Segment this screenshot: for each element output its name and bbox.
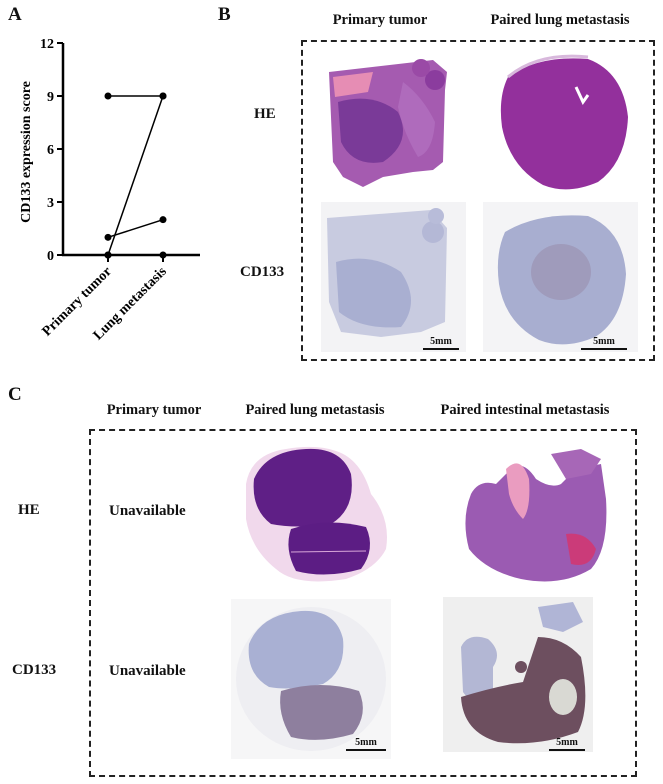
panel-c-col-lung: Paired lung metastasis (245, 402, 385, 418)
cd133-lung-metastasis-image (231, 599, 391, 759)
cd133-primary-unavailable: Unavailable (109, 663, 186, 679)
panel-b-scalebar-1: 5mm (423, 336, 459, 350)
cd133-lung-metastasis-image (483, 202, 638, 352)
scale-label: 5mm (593, 336, 615, 347)
panel-b-col-lung: Paired lung metastasis (490, 12, 630, 28)
panel-c-letter: C (8, 384, 22, 405)
he-primary-tumor-image (329, 59, 447, 187)
he-intestinal-metastasis-image (465, 449, 607, 582)
scale-label: 5mm (430, 336, 452, 347)
paired-lines (104, 92, 167, 259)
svg-text:12: 12 (40, 37, 54, 52)
cd133-intestinal-metastasis-image (443, 597, 593, 752)
panel-c-col-primary: Primary tumor (106, 402, 202, 418)
panel-a-chart: CD133 expression score 0 3 6 9 12 Primary tu… (19, 37, 200, 343)
panel-b-row-cd133: CD133 (240, 264, 285, 280)
panel-c-row-he: HE (18, 502, 40, 518)
panel-b-frame: 5mm 5mm (301, 40, 655, 361)
svg-text:0: 0 (47, 249, 54, 264)
panel-c-row-cd133: CD133 (12, 662, 57, 678)
panel-b-letter: B (218, 4, 231, 25)
y-axis-ticks: 0 3 6 9 12 (40, 37, 63, 264)
svg-text:6: 6 (47, 143, 54, 158)
panel-c-scalebar-1: 5mm (346, 737, 386, 751)
he-lung-metastasis-image (246, 446, 387, 582)
scale-label: 5mm (556, 737, 578, 748)
panel-c-scalebar-2: 5mm (549, 737, 585, 751)
cd133-primary-tumor-image (321, 202, 466, 352)
scale-label: 5mm (355, 737, 377, 748)
panel-c-frame: Unavailable Unavailable 5mm 5mm (89, 429, 637, 777)
panel-a-letter: A (8, 4, 22, 25)
he-primary-unavailable: Unavailable (109, 503, 186, 519)
panel-b-col-primary: Primary tumor (332, 12, 428, 28)
panel-b-row-he: HE (254, 106, 276, 122)
y-axis-label: CD133 expression score (19, 81, 34, 223)
panel-b-scalebar-2: 5mm (581, 336, 627, 350)
svg-text:9: 9 (47, 90, 54, 105)
he-lung-metastasis-image (500, 54, 628, 190)
svg-text:3: 3 (47, 196, 54, 211)
panel-c-col-intestinal: Paired intestinal metastasis (440, 402, 610, 418)
